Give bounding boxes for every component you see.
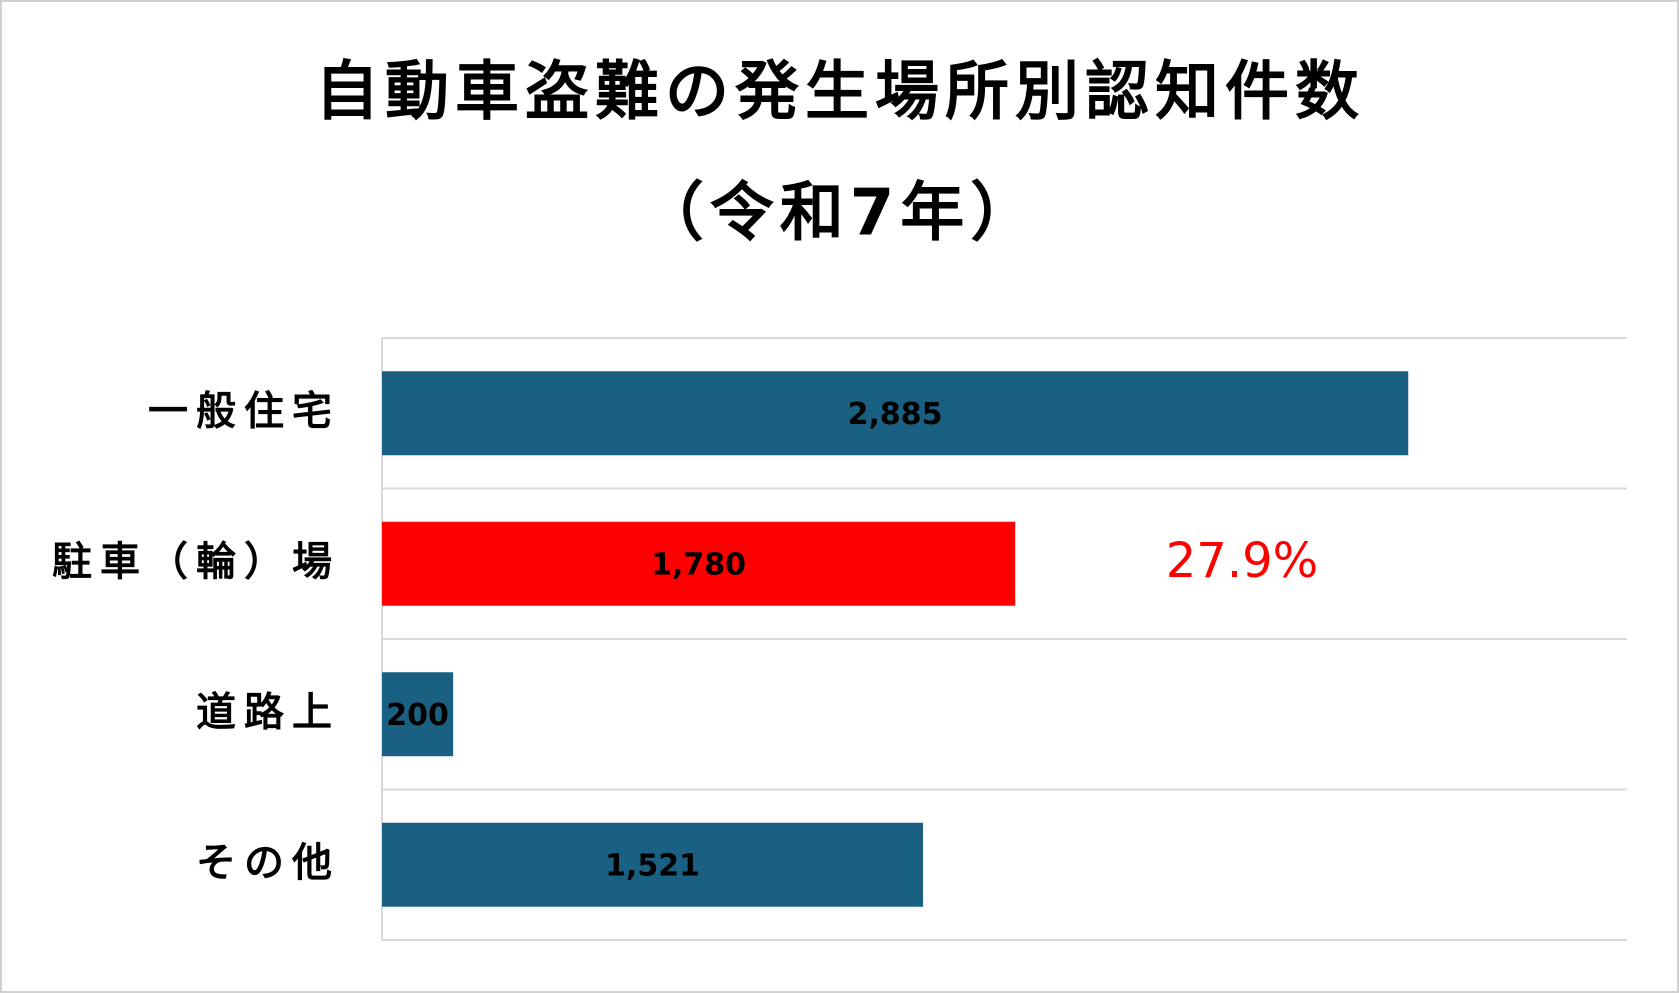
category-label: 一般住宅 [148,388,340,434]
bar [382,672,454,757]
chart-subtitle: （令和7年） [640,177,1041,251]
category-label: 道路上 [196,689,340,735]
category-label: その他 [196,840,340,886]
bar [382,371,1409,456]
data-label: 2,885 [848,397,943,432]
annotation: 27.9% [1166,533,1318,589]
bar [382,521,1016,606]
chart-title: 自動車盗難の発生場所別認知件数 [315,56,1365,130]
data-label: 1,780 [651,547,746,582]
category-label: 駐車（輪）場 [52,539,340,585]
data-label: 1,521 [605,848,700,883]
data-label: 200 [386,698,449,733]
bar [382,822,924,907]
